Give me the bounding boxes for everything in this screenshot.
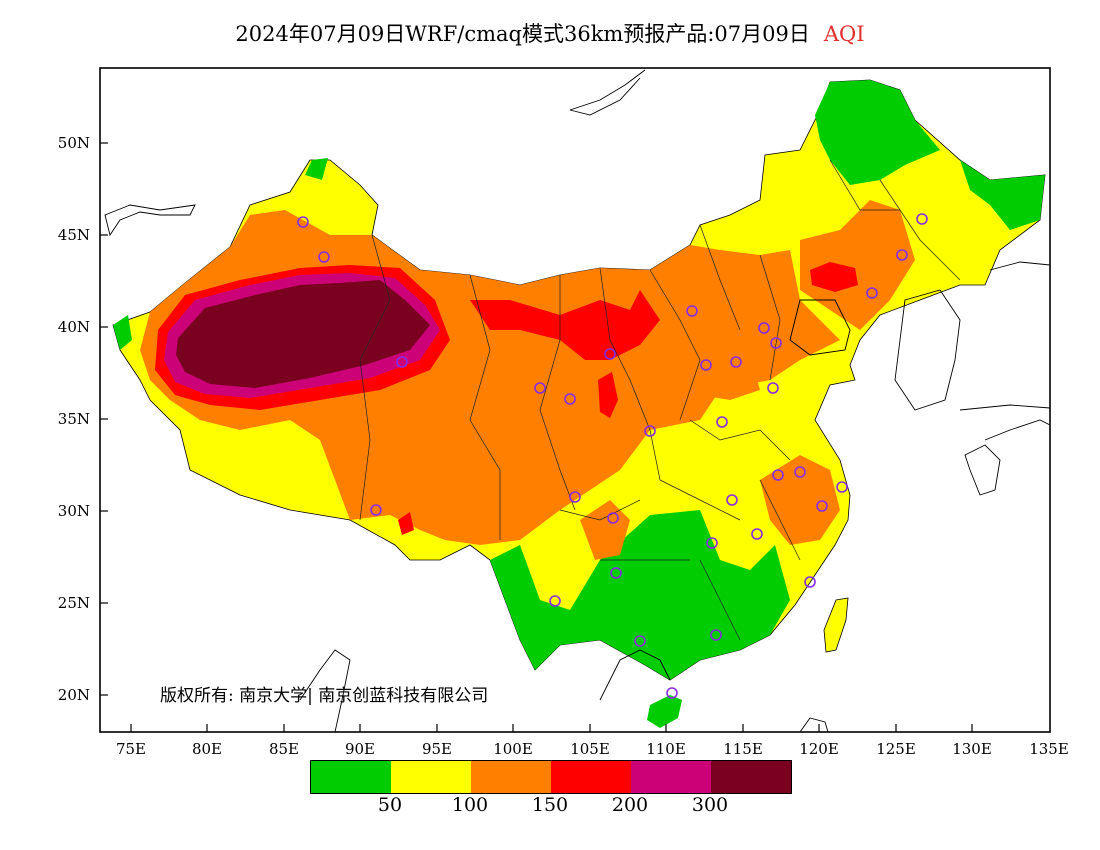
title-aqi: AQI xyxy=(823,22,865,46)
y-tick-label: 50N xyxy=(57,134,90,152)
y-tick-label: 30N xyxy=(57,502,90,520)
y-tick-label: 25N xyxy=(57,594,90,612)
map-frame xyxy=(99,67,1051,733)
coastline-caspian xyxy=(104,204,196,237)
title-main: 2024年07月09日WRF/cmaq模式36km预报产品:07月09日 xyxy=(235,22,810,46)
legend-swatch xyxy=(471,761,551,793)
x-tick-label: 135E xyxy=(1029,740,1069,758)
coastline-bohai xyxy=(789,299,851,356)
map-title: 2024年07月09日WRF/cmaq模式36km预报产品:07月09日 AQI xyxy=(0,18,1100,48)
legend-label: 300 xyxy=(691,794,729,816)
region-maroon-basin xyxy=(176,280,430,388)
region-orange-central xyxy=(680,340,760,400)
x-tick-label: 85E xyxy=(268,740,300,758)
x-tick-label: 95E xyxy=(421,740,453,758)
region-green-south xyxy=(490,510,790,680)
region-green-west xyxy=(113,315,132,350)
region-taiwan xyxy=(823,597,849,653)
region-red-shaanxi xyxy=(598,372,618,418)
axis-ticks xyxy=(100,142,973,732)
region-orange-east xyxy=(760,455,840,545)
copyright-text: 版权所有: 南京大学| 南京创蓝科技有限公司 xyxy=(160,686,489,706)
legend-swatch xyxy=(551,761,631,793)
city-markers xyxy=(297,213,928,699)
legend-label: 200 xyxy=(611,794,649,816)
coastline-japan xyxy=(959,404,1050,496)
region-green-east xyxy=(960,160,1045,230)
coastline-russia-east xyxy=(989,261,1050,271)
legend-swatch xyxy=(311,761,391,793)
region-orange-northeast xyxy=(800,200,915,330)
x-tick-label: 115E xyxy=(723,740,763,758)
y-tick-label: 20N xyxy=(57,686,90,704)
legend-label: 100 xyxy=(451,794,489,816)
x-tick-label: 110E xyxy=(646,740,686,758)
color-legend xyxy=(310,760,792,794)
x-tick-label: 105E xyxy=(570,740,610,758)
legend-swatch xyxy=(391,761,471,793)
x-tick-label: 80E xyxy=(191,740,223,758)
x-tick-label: 125E xyxy=(876,740,916,758)
legend-swatch xyxy=(631,761,711,793)
x-tick-label: 100E xyxy=(493,740,533,758)
coastline-baikal xyxy=(569,69,646,116)
x-tick-label: 130E xyxy=(952,740,992,758)
coastline-southeast-asia xyxy=(299,649,829,732)
x-tick-label: 90E xyxy=(344,740,376,758)
legend-swatch xyxy=(711,761,791,793)
region-red-ningxia xyxy=(470,290,660,360)
x-tick-label: 120E xyxy=(799,740,839,758)
y-tick-label: 35N xyxy=(57,410,90,428)
y-tick-label: 40N xyxy=(57,318,90,336)
coastline-korea xyxy=(894,289,961,411)
x-tick-label: 75E xyxy=(115,740,147,758)
region-green-northeast xyxy=(815,80,940,185)
legend-label: 50 xyxy=(377,794,403,816)
region-green-hainan xyxy=(647,695,682,728)
region-green-northwest xyxy=(305,158,328,180)
region-red-tibet xyxy=(398,512,414,535)
region-red-northeast xyxy=(810,262,858,292)
y-tick-label: 45N xyxy=(57,226,90,244)
province-borders xyxy=(359,159,961,641)
legend-label: 150 xyxy=(531,794,569,816)
